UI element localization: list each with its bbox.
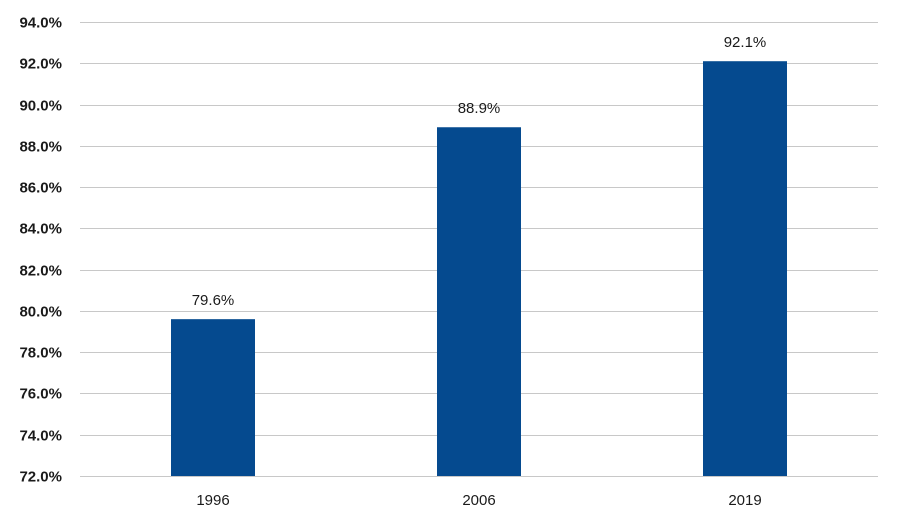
y-tick-label: 94.0%: [19, 15, 62, 32]
y-tick-label: 74.0%: [19, 428, 62, 445]
bars: [171, 61, 787, 476]
data-label-2006: 88.9%: [458, 100, 501, 117]
y-tick-label: 86.0%: [19, 180, 62, 197]
y-tick-label: 82.0%: [19, 263, 62, 280]
data-labels: 79.6% 88.9% 92.1%: [192, 34, 767, 309]
bar-2006: [437, 127, 521, 476]
y-tick-label: 76.0%: [19, 386, 62, 403]
y-tick-label: 80.0%: [19, 304, 62, 321]
y-axis-tick-labels: 72.0% 74.0% 76.0% 78.0% 80.0% 82.0% 84.0% 86.0%…: [19, 15, 62, 486]
y-tick-label: 72.0%: [19, 469, 62, 486]
x-tick-label-1996: 1996: [196, 492, 229, 509]
data-label-2019: 92.1%: [724, 34, 767, 51]
y-tick-label: 92.0%: [19, 56, 62, 73]
x-tick-label-2006: 2006: [462, 492, 495, 509]
y-tick-label: 90.0%: [19, 98, 62, 115]
bar-1996: [171, 319, 255, 476]
y-tick-label: 88.0%: [19, 139, 62, 156]
x-tick-label-2019: 2019: [728, 492, 761, 509]
x-axis-tick-labels: 1996 2006 2019: [196, 492, 761, 509]
y-tick-label: 78.0%: [19, 345, 62, 362]
y-tick-label: 84.0%: [19, 221, 62, 238]
data-label-1996: 79.6%: [192, 292, 235, 309]
bar-2019: [703, 61, 787, 476]
